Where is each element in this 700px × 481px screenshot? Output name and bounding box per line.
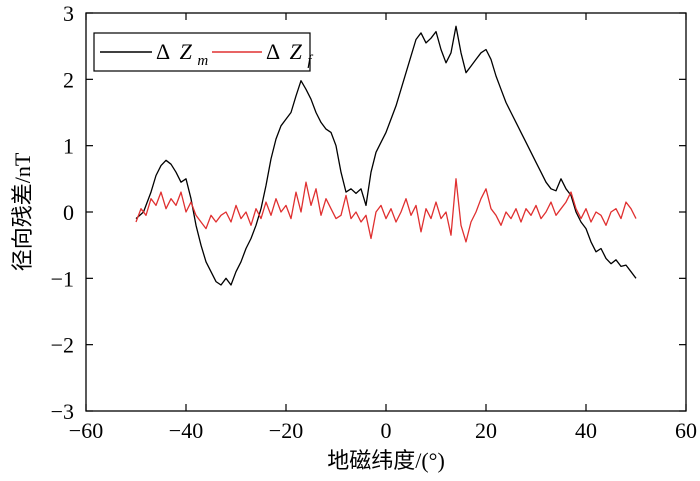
legend-label-dzm: Δ Z m	[156, 39, 208, 69]
x-tick-label: 40	[575, 418, 597, 443]
legend-label-dzf: Δ Z f	[266, 39, 313, 69]
legend-label-dzm-sub: m	[197, 53, 208, 69]
legend: Δ Z m Δ Z f	[93, 32, 313, 72]
x-tick-label: −20	[269, 418, 303, 443]
axis-ticks: −60 −40 −20 0 20 40 60 −3 −2 −1 0 1 2 3	[51, 1, 697, 443]
y-tick-label: 2	[63, 67, 74, 92]
legend-label-dzm-var: Z	[180, 39, 193, 64]
x-axis-title: 地磁纬度/(°)	[327, 448, 445, 473]
y-tick-label: 3	[63, 1, 74, 26]
x-tick-label: −60	[69, 418, 103, 443]
y-axis-title: 径向残差/nT	[10, 152, 35, 271]
y-tick-label: −3	[51, 399, 74, 424]
y-tick-label: −2	[51, 333, 74, 358]
x-tick-label: 0	[381, 418, 392, 443]
x-tick-label: 60	[675, 418, 697, 443]
y-tick-label: 0	[63, 200, 74, 225]
legend-label-dzm-symbol: Δ	[156, 39, 170, 64]
series-line-dzm	[135, 25, 637, 286]
y-tick-label: 1	[63, 134, 74, 159]
legend-label-dzf-var: Z	[290, 39, 303, 64]
legend-label-dzf-symbol: Δ	[266, 39, 280, 64]
x-tick-label: −40	[169, 418, 203, 443]
series-layer	[135, 25, 637, 286]
x-tick-label: 20	[475, 418, 497, 443]
y-tick-label: −1	[51, 266, 74, 291]
series-line-dzf	[135, 178, 637, 243]
legend-label-dzf-sub: f	[307, 53, 313, 69]
